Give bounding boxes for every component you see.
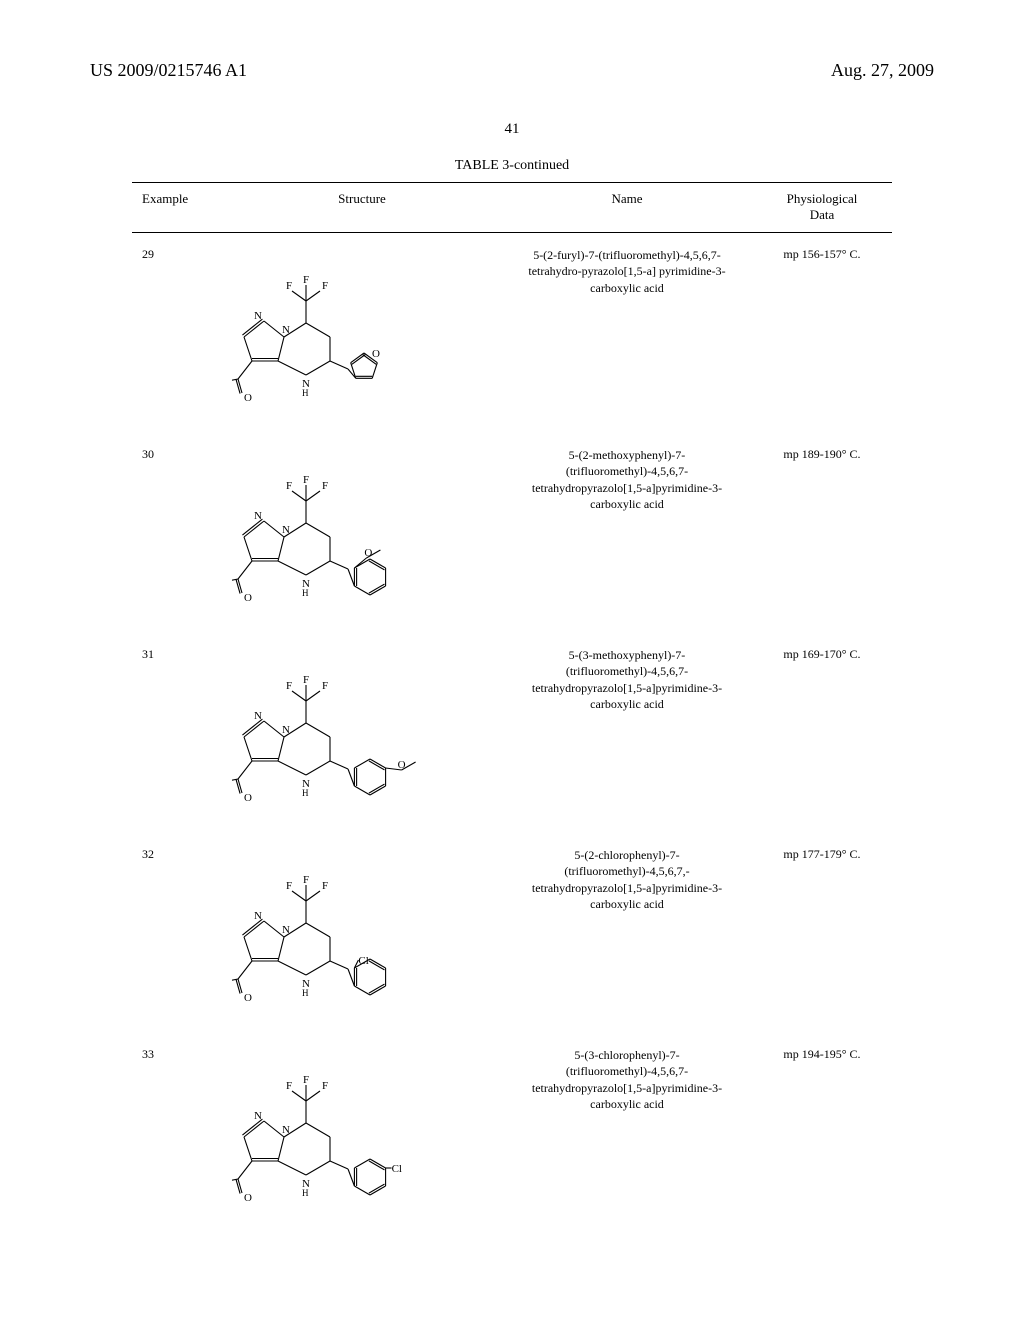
cell-name: 5-(2-chlorophenyl)-7-(trifluoromethyl)-4… — [502, 843, 752, 912]
svg-text:O: O — [364, 547, 372, 559]
svg-text:N: N — [254, 310, 262, 322]
structure-svg: N N N H F F F HO O Cl — [232, 1043, 492, 1223]
cell-phys: mp 194-195° C. — [752, 1043, 892, 1062]
svg-text:F: F — [303, 274, 309, 286]
svg-text:F: F — [303, 674, 309, 686]
table-row: 29 N N N H F F F HO O O 5-(2-furyl)-7-(t… — [132, 233, 892, 433]
cell-structure: N N N H F F F HO O O — [222, 643, 502, 823]
cell-phys: mp 156-157° C. — [752, 243, 892, 262]
svg-text:H: H — [302, 988, 309, 998]
svg-text:F: F — [322, 680, 328, 692]
structure-svg: N N N H F F F HO O O — [232, 643, 492, 823]
svg-text:N: N — [254, 710, 262, 722]
cell-phys: mp 189-190° C. — [752, 443, 892, 462]
svg-text:O: O — [398, 759, 406, 771]
cell-structure: N N N H F F F HO O Cl — [222, 1043, 502, 1223]
col-header-phys: PhysiologicalData — [752, 191, 892, 222]
structure-svg: N N N H F F F HO O O — [232, 243, 492, 423]
publication-date: Aug. 27, 2009 — [831, 60, 934, 81]
page-header: US 2009/0215746 A1 Aug. 27, 2009 — [0, 0, 1024, 91]
cell-example: 31 — [132, 643, 222, 662]
cell-structure: N N N H F F F HO O O — [222, 243, 502, 423]
svg-text:O: O — [244, 592, 252, 604]
cell-phys: mp 169-170° C. — [752, 643, 892, 662]
svg-text:F: F — [303, 1074, 309, 1086]
svg-text:F: F — [286, 480, 292, 492]
svg-text:H: H — [302, 788, 309, 798]
cell-name: 5-(3-methoxyphenyl)-7-(trifluoromethyl)-… — [502, 643, 752, 712]
table-row: 33 N N N H F F F HO O Cl 5-(3-chlorophen… — [132, 1033, 892, 1233]
svg-text:F: F — [286, 880, 292, 892]
cell-structure: N N N H F F F HO O O — [222, 443, 502, 623]
svg-text:Cl: Cl — [392, 1163, 402, 1175]
cell-example: 32 — [132, 843, 222, 862]
svg-text:F: F — [322, 280, 328, 292]
structure-svg: N N N H F F F HO O Cl — [232, 843, 492, 1023]
cell-example: 30 — [132, 443, 222, 462]
col-header-example: Example — [132, 191, 222, 222]
table-body: 29 N N N H F F F H O O O 5-(2-furyl)-7-(t… — [132, 233, 892, 1233]
svg-text:N: N — [282, 724, 290, 736]
svg-text:H: H — [302, 388, 309, 398]
svg-text:F: F — [303, 474, 309, 486]
svg-text:N: N — [282, 324, 290, 336]
col-header-structure: Structure — [222, 191, 502, 222]
svg-text:N: N — [282, 524, 290, 536]
svg-text:F: F — [322, 480, 328, 492]
page-number: 41 — [0, 121, 1024, 138]
structure-svg: N N N H F F F HO O O — [232, 443, 492, 623]
table-3: TABLE 3-continued Example Structure Name… — [132, 158, 892, 1233]
svg-text:N: N — [254, 1110, 262, 1122]
table-header-row: Example Structure Name PhysiologicalData — [132, 183, 892, 226]
table-row: 31 N N N H F F F HO O O 5-(3-methoxyphen… — [132, 633, 892, 833]
svg-text:H: H — [302, 1188, 309, 1198]
cell-example: 33 — [132, 1043, 222, 1062]
svg-text:N: N — [254, 510, 262, 522]
cell-example: 29 — [132, 243, 222, 262]
svg-text:N: N — [254, 910, 262, 922]
svg-text:F: F — [322, 880, 328, 892]
table-row: 32 N N N H F F F HO O Cl 5-(2-chlorophen… — [132, 833, 892, 1033]
cell-phys: mp 177-179° C. — [752, 843, 892, 862]
table-title: TABLE 3-continued — [132, 158, 892, 174]
cell-name: 5-(2-methoxyphenyl)-7-(trifluoromethyl)-… — [502, 443, 752, 512]
svg-text:F: F — [322, 1080, 328, 1092]
svg-text:N: N — [282, 1124, 290, 1136]
svg-text:Cl: Cl — [358, 955, 368, 967]
svg-text:F: F — [303, 874, 309, 886]
cell-name: 5-(3-chlorophenyl)-7-(trifluoromethyl)-4… — [502, 1043, 752, 1112]
cell-name: 5-(2-furyl)-7-(trifluoromethyl)-4,5,6,7-… — [502, 243, 752, 296]
svg-text:O: O — [244, 1192, 252, 1204]
svg-text:H: H — [302, 588, 309, 598]
svg-text:F: F — [286, 680, 292, 692]
svg-text:F: F — [286, 280, 292, 292]
col-header-name: Name — [502, 191, 752, 222]
svg-text:O: O — [244, 792, 252, 804]
svg-text:O: O — [244, 392, 252, 404]
table-row: 30 N N N H F F F HO O O 5-(2-methoxyphen… — [132, 433, 892, 633]
cell-structure: N N N H F F F HO O Cl — [222, 843, 502, 1023]
svg-text:O: O — [244, 992, 252, 1004]
svg-text:F: F — [286, 1080, 292, 1092]
svg-text:O: O — [372, 348, 380, 360]
svg-text:N: N — [282, 924, 290, 936]
patent-number: US 2009/0215746 A1 — [90, 60, 247, 81]
